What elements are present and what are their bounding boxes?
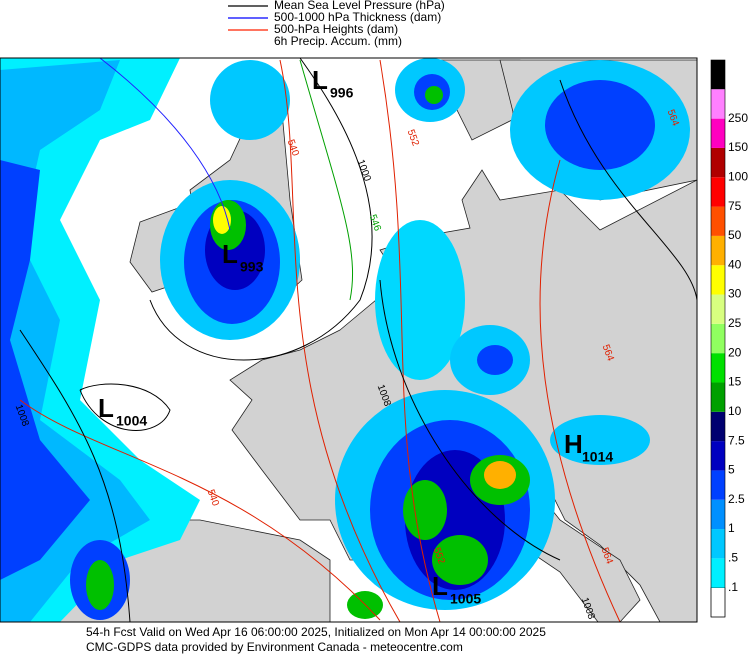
colorbar-label: 50 — [728, 228, 742, 242]
colorbar-swatch — [711, 411, 725, 442]
colorbar-swatch — [711, 265, 725, 295]
colorbar-label: 7.5 — [728, 433, 745, 447]
footer: 54-h Fcst Valid on Wed Apr 16 06:00:00 2… — [86, 625, 546, 654]
colorbar-label: 30 — [728, 287, 742, 301]
center-value: 993 — [240, 259, 264, 275]
colorbar-label: 10 — [728, 404, 742, 418]
colorbar-swatch — [711, 235, 725, 266]
colorbar-label: 25 — [728, 316, 742, 330]
center-letter: L — [432, 571, 448, 601]
colorbar-label: 250 — [728, 111, 748, 125]
colorbar-label: .5 — [728, 551, 738, 565]
center-letter: H — [564, 429, 583, 459]
center-value: 1005 — [450, 591, 481, 607]
colorbar-bottom — [710, 587, 726, 618]
colorbar-swatch — [711, 353, 725, 383]
precipitation — [0, 58, 690, 622]
colorbar-swatch — [711, 89, 725, 119]
colorbar-label: 20 — [728, 345, 742, 359]
colorbar-label: 75 — [728, 199, 742, 213]
colorbar-top — [711, 60, 725, 90]
colorbar-swatch — [711, 470, 725, 500]
legend-label: Mean Sea Level Pressure (hPa) — [274, 0, 445, 12]
colorbar: .1 .5 1 2.5 5 7.5 10 15 20 25 30 40 50 75 100 150 250 — [710, 59, 748, 618]
colorbar-label: 1 — [728, 521, 735, 535]
colorbar-label: 150 — [728, 140, 748, 154]
colorbar-label: 15 — [728, 375, 742, 389]
center-letter: L — [312, 65, 328, 95]
colorbar-frame — [710, 59, 726, 618]
colorbar-swatch — [711, 499, 725, 530]
legend-label: 6h Precip. Accum. (mm) — [274, 34, 402, 48]
footer-text: CMC-GDPS data provided by Environment Ca… — [86, 640, 463, 654]
colorbar-swatch — [711, 206, 725, 236]
center-value: 996 — [330, 85, 354, 101]
colorbar-label: 5 — [728, 463, 735, 477]
map-frame — [0, 57, 698, 623]
colorbar-swatch — [711, 323, 725, 354]
legend-label: 500-1000 hPa Thickness (dam) — [274, 10, 441, 24]
colorbar-swatch — [711, 558, 725, 588]
center-value: 1014 — [582, 449, 613, 465]
colorbar-label: 100 — [728, 169, 748, 183]
colorbar-swatch — [711, 529, 725, 559]
center-letter: L — [98, 393, 114, 423]
colorbar-swatch — [711, 294, 725, 324]
colorbar-swatch — [711, 118, 725, 148]
legend-label: 500-hPa Heights (dam) — [274, 22, 398, 36]
colorbar-label: 40 — [728, 257, 742, 271]
colorbar-swatch — [711, 177, 725, 207]
colorbar-label: .1 — [728, 580, 738, 594]
legend: Mean Sea Level Pressure (hPa)500-1000 hP… — [228, 0, 445, 48]
footer-text: 54-h Fcst Valid on Wed Apr 16 06:00:00 2… — [86, 625, 546, 639]
colorbar-swatch — [711, 441, 725, 471]
contours — [19, 57, 698, 623]
colorbar-label: 2.5 — [728, 492, 745, 506]
map — [0, 57, 698, 623]
colorbar-swatch — [711, 147, 725, 178]
colorbar-swatch — [711, 382, 725, 412]
center-value: 1004 — [116, 413, 147, 429]
center-letter: L — [222, 239, 238, 269]
